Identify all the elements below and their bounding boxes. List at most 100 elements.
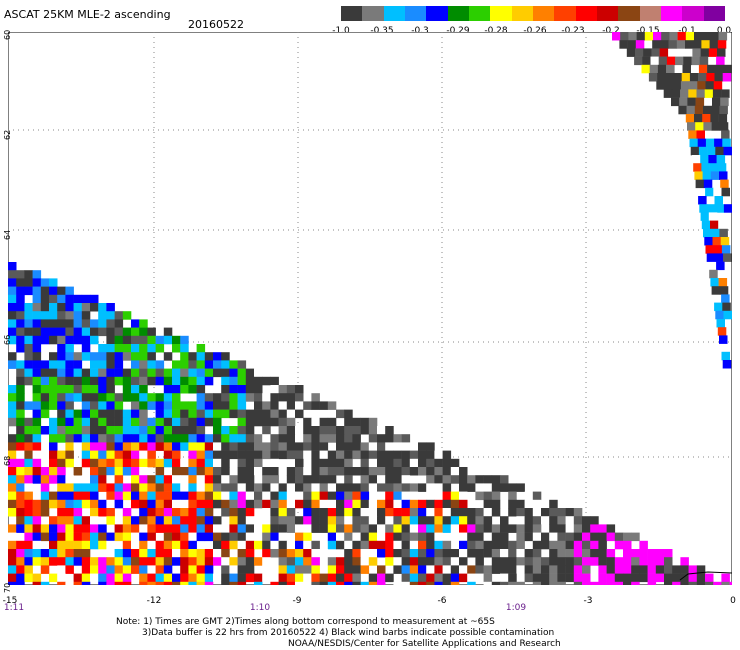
data-cell [352,426,361,435]
data-cell [434,540,443,550]
data-cell [172,385,181,394]
data-cell [702,171,712,180]
data-cell [491,483,501,492]
data-cell [327,516,337,525]
data-cell [229,368,238,378]
data-cell [131,401,140,410]
data-cell [689,73,699,82]
data-cell [491,549,501,558]
data-cell [262,565,271,574]
data-cell [24,352,33,361]
legend-tick-label: -0.35 [370,26,394,36]
data-cell [98,385,107,394]
data-cell [57,376,66,386]
data-cell [711,228,720,238]
data-cell [690,146,700,156]
data-cell [303,467,312,476]
data-cell [647,557,657,566]
data-cell [81,393,91,402]
data-cell [319,499,329,509]
data-cell [65,385,74,394]
data-cell [106,319,115,328]
data-cell [336,581,345,585]
data-cell [393,532,402,542]
data-cell [155,565,165,574]
data-cell [8,508,17,517]
data-cell [57,335,66,345]
data-cell [401,524,411,533]
data-cell [57,426,66,435]
data-cell [81,549,91,558]
data-cell [32,417,42,427]
data-cell [24,491,33,501]
data-cell [418,442,427,451]
data-cell [106,540,115,550]
data-cell [131,434,140,443]
data-cell [196,581,206,585]
data-cell [295,442,304,451]
time-label-2: 1:10 [249,603,271,613]
data-cell [336,434,345,443]
data-cell [475,524,484,533]
data-cell [32,278,42,287]
data-cell [155,540,165,550]
data-cell [459,524,468,533]
data-cell [188,557,197,566]
data-cell [532,549,542,558]
data-cell [204,458,214,468]
data-cell [385,499,394,509]
data-cell [49,434,58,443]
data-cell [672,581,681,585]
data-cell [541,508,550,517]
data-cell [188,565,197,574]
data-cell [188,508,197,517]
data-cell [598,540,607,550]
data-cell [8,360,17,369]
data-cell [549,581,558,585]
data-cell [385,540,394,550]
data-cell [196,483,206,492]
time-label-1: 1:11 [3,603,25,613]
data-cell [712,89,722,98]
data-cell [286,516,296,525]
data-cell [204,581,214,585]
data-cell [147,426,156,435]
data-cell [393,442,402,451]
data-cell [459,491,468,501]
data-cell [8,540,17,550]
data-cell [40,549,50,558]
data-cell [295,516,304,525]
data-cell [49,475,58,484]
data-cell [114,581,124,585]
data-cell [81,417,91,427]
data-cell [24,344,33,353]
data-cell [131,516,140,525]
data-cell [196,516,206,525]
data-cell [147,458,156,468]
data-cell [32,532,42,542]
data-cell [532,565,542,574]
data-cell [319,442,329,451]
data-cell [311,573,320,583]
data-cell [49,327,58,337]
data-cell [286,393,296,402]
data-cell [311,549,320,558]
data-cell [163,499,173,509]
data-cell [393,516,402,525]
data-cell [90,327,99,337]
data-cell [717,40,727,49]
data-cell [702,114,711,123]
data-cell [65,335,74,345]
data-cell [122,344,132,353]
data-cell [57,581,66,585]
data-cell [409,483,419,492]
data-cell [524,524,534,533]
data-cell [73,573,83,583]
data-cell [565,549,575,558]
data-cell [303,434,312,443]
data-cell [163,557,173,566]
data-cell [565,557,575,566]
data-cell [16,401,25,410]
lat-label-68: 68 [3,455,12,466]
data-cell [81,450,91,460]
